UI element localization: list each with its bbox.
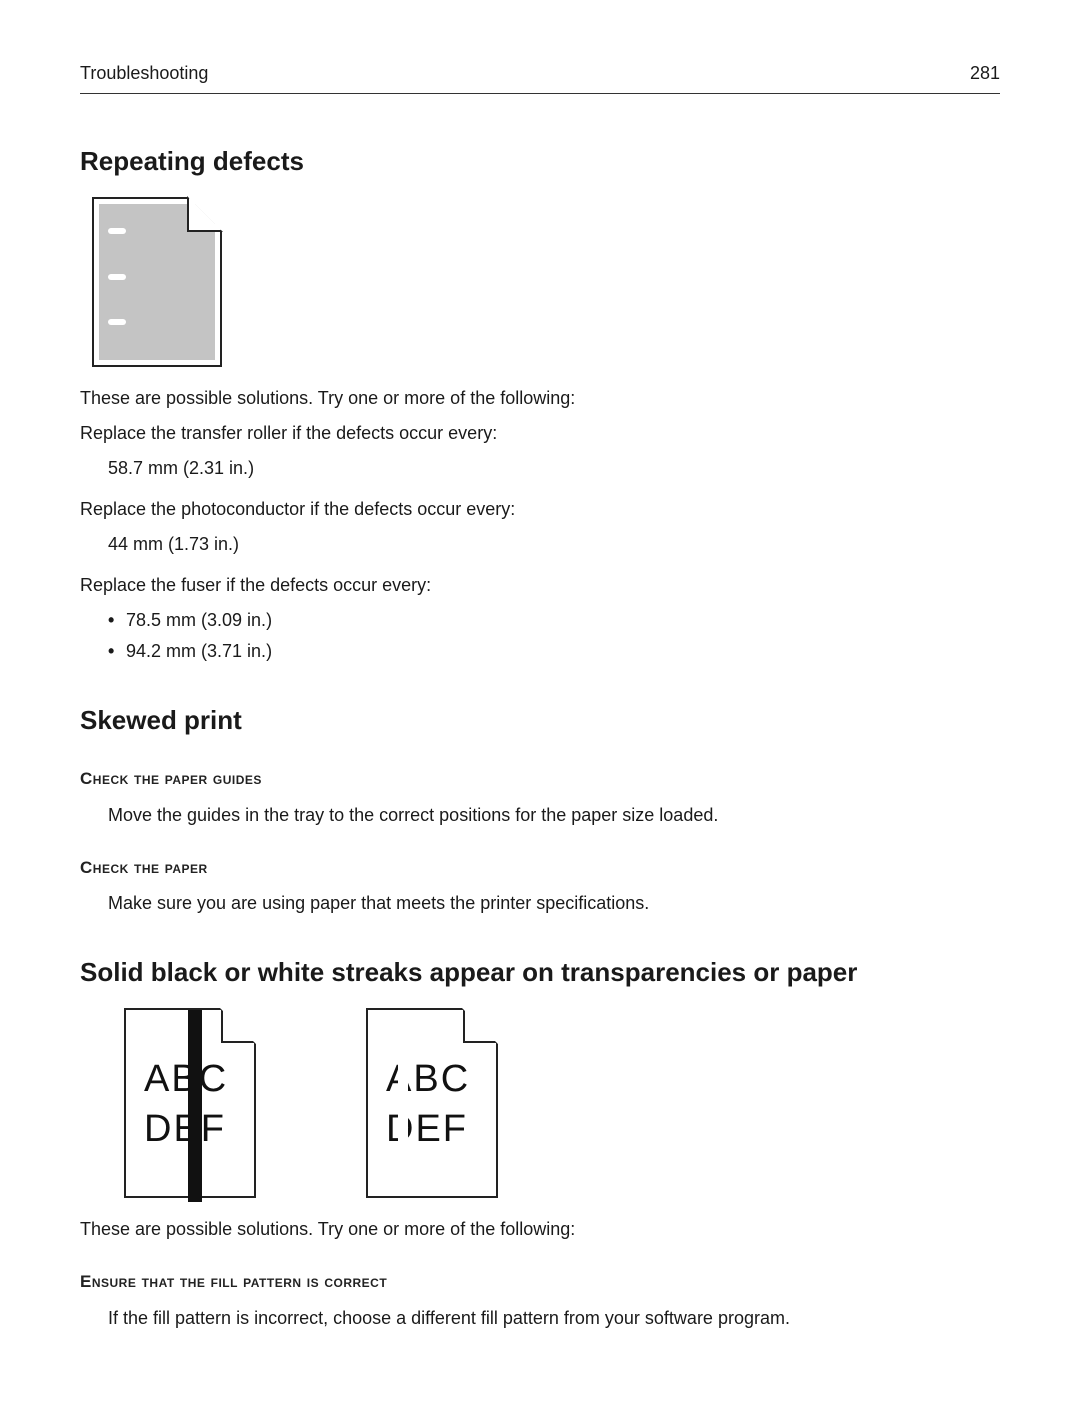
subsection-body-check-paper: Make sure you are using paper that meets…: [108, 890, 1000, 917]
subsection-heading-check-paper: Check the paper: [80, 855, 1000, 881]
list-item: 78.5 mm (3.09 in.): [108, 607, 1000, 634]
illustration-black-streak: ABC DEF: [124, 1008, 256, 1198]
list-item: 94.2 mm (3.71 in.): [108, 638, 1000, 665]
section-heading-streaks: Solid black or white streaks appear on t…: [80, 953, 1000, 992]
subsection-body-fill-pattern: If the fill pattern is incorrect, choose…: [108, 1305, 1000, 1332]
section-heading-skewed-print: Skewed print: [80, 701, 1000, 740]
section1-bullet-list: 78.5 mm (3.09 in.) 94.2 mm (3.71 in.): [108, 607, 1000, 665]
page-header: Troubleshooting 281: [80, 60, 1000, 94]
illustration-white-streak: ABC DEF: [366, 1008, 498, 1198]
sample-text-row1: ABC: [144, 1058, 228, 1102]
defect-mark-icon: [108, 274, 126, 280]
defect-mark-icon: [108, 228, 126, 234]
section1-intro-text: These are possible solutions. Try one or…: [80, 385, 1000, 412]
illustration-row-streaks: ABC DEF ABC DEF: [124, 1008, 1000, 1198]
section-heading-repeating-defects: Repeating defects: [80, 142, 1000, 181]
section3-intro-text: These are possible solutions. Try one or…: [80, 1216, 1000, 1243]
section1-p2-text: Replace the photoconductor if the defect…: [80, 496, 1000, 523]
section1-p1-value: 58.7 mm (2.31 in.): [108, 455, 1000, 482]
section1-p2-value: 44 mm (1.73 in.): [108, 531, 1000, 558]
defect-mark-icon: [108, 319, 126, 325]
white-streak-icon: [398, 1050, 408, 1162]
section1-p1-text: Replace the transfer roller if the defec…: [80, 420, 1000, 447]
subsection-body-paper-guides: Move the guides in the tray to the corre…: [108, 802, 1000, 829]
subsection-heading-fill-pattern: Ensure that the fill pattern is correct: [80, 1269, 1000, 1295]
header-page-number: 281: [970, 60, 1000, 87]
section1-p3-text: Replace the fuser if the defects occur e…: [80, 572, 1000, 599]
sample-text-row2: DEF: [144, 1108, 226, 1152]
header-title: Troubleshooting: [80, 60, 208, 87]
illustration-repeating-defects: [92, 197, 222, 367]
black-streak-icon: [188, 1010, 202, 1202]
subsection-heading-paper-guides: Check the paper guides: [80, 766, 1000, 792]
